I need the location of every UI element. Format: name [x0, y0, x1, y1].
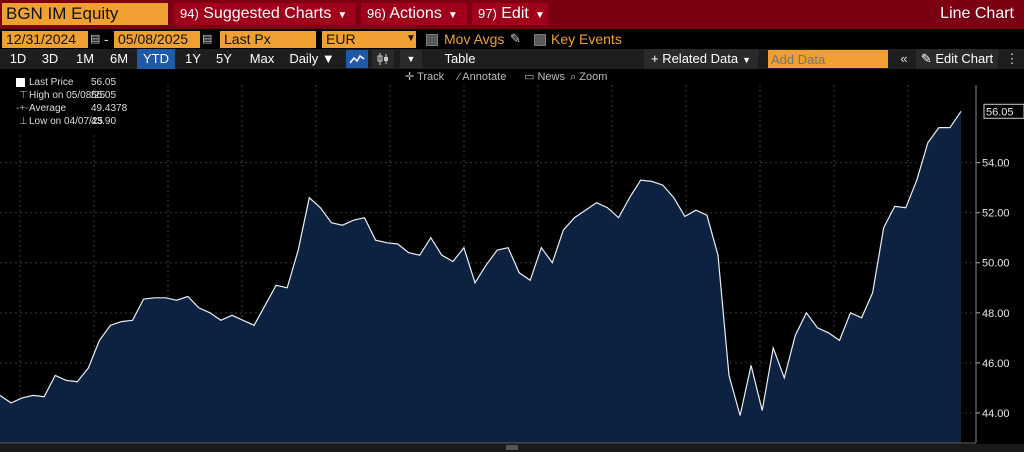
- legend-label: Average: [29, 103, 67, 114]
- magnifier-icon: ⌕: [570, 71, 577, 83]
- last-value-label: 56.05: [986, 106, 1014, 118]
- news-icon: ▭: [524, 71, 535, 83]
- price-field-select[interactable]: Last Px: [220, 31, 316, 48]
- low-marker-icon: ⊥: [19, 116, 28, 127]
- annotate-label: Annotate: [462, 71, 507, 83]
- start-date-field[interactable]: 12/31/2024: [2, 31, 88, 48]
- legend-row-low: ⊥ Low on 04/07/25 43.90: [3, 116, 135, 128]
- menu-label: Suggested Charts: [203, 5, 332, 22]
- zoom-label: Zoom: [579, 71, 608, 83]
- high-marker-icon: ⊤: [19, 90, 28, 101]
- last-value-badge: 56.05: [983, 103, 1024, 119]
- legend-value: 43.90: [91, 116, 117, 127]
- legend-value: 49.4378: [91, 103, 128, 114]
- track-label: Track: [417, 71, 445, 83]
- range-5y[interactable]: 5Y: [216, 51, 232, 66]
- menu-number: 94): [180, 6, 199, 21]
- range-max[interactable]: Max: [249, 51, 275, 66]
- actions-menu[interactable]: 96) Actions ▼: [361, 3, 467, 25]
- range-1m[interactable]: 1M: [75, 51, 95, 66]
- chart-legend: Last Price 56.05 ⊤ High on 05/08/25 56.0…: [3, 74, 135, 132]
- y-tick-label: 46.00: [982, 358, 1010, 370]
- suggested-charts-menu[interactable]: 94) Suggested Charts ▼: [174, 3, 356, 25]
- news-label: News: [537, 71, 565, 83]
- related-data-label: + Related Data: [650, 51, 739, 66]
- legend-label: Last Price: [29, 77, 74, 88]
- range-ytd[interactable]: YTD: [137, 49, 175, 69]
- swatch-icon: [16, 78, 25, 87]
- mov-avgs-checkbox[interactable]: [426, 34, 438, 46]
- add-data-input[interactable]: [768, 50, 888, 68]
- range-6m[interactable]: 6M: [109, 51, 129, 66]
- view-title: Line Chart: [940, 5, 1014, 22]
- date-separator: -: [104, 31, 109, 47]
- annotate-icon: ⁄: [458, 71, 460, 83]
- menu-number: 97): [478, 6, 497, 21]
- line-chart-icon[interactable]: [346, 50, 368, 68]
- legend-row-average: -+- Average 49.4378: [3, 103, 135, 115]
- last-value-box: [983, 103, 1024, 119]
- edit-chart-label: Edit Chart: [935, 51, 994, 66]
- legend-label: High on 05/08/25: [29, 90, 106, 101]
- candlestick-icon[interactable]: [372, 50, 394, 68]
- menu-number: 96): [367, 6, 386, 21]
- news-tool[interactable]: ▭ News: [524, 69, 565, 85]
- y-tick-label: 44.00: [982, 408, 1010, 420]
- edit-chart-button[interactable]: ✎ Edit Chart: [916, 49, 998, 69]
- zoom-tool[interactable]: ⌕ Zoom: [570, 69, 607, 85]
- menu-label: Actions: [389, 5, 442, 22]
- caret-down-icon: ▼: [337, 10, 348, 21]
- y-tick-label: 52.00: [982, 208, 1010, 220]
- pencil-icon[interactable]: ✎: [510, 31, 521, 46]
- collapse-icon[interactable]: «: [900, 51, 908, 66]
- edit-menu[interactable]: 97) Edit ▼: [472, 3, 548, 25]
- range-1d[interactable]: 1D: [9, 51, 27, 66]
- legend-label: Low on 04/07/25: [29, 116, 103, 127]
- frequency-select[interactable]: Daily ▼: [289, 51, 335, 66]
- key-events-checkbox[interactable]: [534, 34, 546, 46]
- ticker-field[interactable]: BGN IM Equity: [2, 3, 168, 25]
- related-data-button[interactable]: + Related Data ▼: [644, 49, 758, 69]
- y-tick-label: 50.00: [982, 258, 1010, 270]
- average-marker-icon: -+-: [16, 103, 29, 114]
- legend-value: 56.05: [91, 90, 117, 101]
- pencil-icon: ✎: [920, 51, 932, 66]
- y-tick-label: 48.00: [982, 308, 1010, 320]
- crosshair-icon: ✛: [405, 71, 415, 83]
- legend-value: 56.05: [91, 77, 117, 88]
- chevron-down-icon[interactable]: ▼: [400, 50, 422, 68]
- currency-select[interactable]: EUR: [322, 31, 416, 48]
- calendar-icon[interactable]: ▤: [90, 33, 101, 45]
- range-3d[interactable]: 3D: [41, 51, 59, 66]
- track-tool[interactable]: ✛ Track: [405, 69, 444, 85]
- price-line: [0, 110, 962, 416]
- chevron-down-icon[interactable]: ▼: [406, 33, 416, 44]
- end-date-field[interactable]: 05/08/2025: [114, 31, 200, 48]
- table-button[interactable]: Table: [444, 51, 476, 66]
- scrollbar-thumb[interactable]: [506, 445, 518, 450]
- caret-down-icon: ▼: [742, 55, 751, 65]
- legend-row-high: ⊤ High on 05/08/25 56.05: [3, 90, 135, 102]
- key-events-label: Key Events: [551, 31, 622, 47]
- y-tick-label: 54.00: [982, 158, 1010, 170]
- menu-label: Edit: [501, 5, 529, 22]
- caret-down-icon: ▼: [447, 10, 458, 21]
- calendar-icon[interactable]: ▤: [202, 33, 213, 45]
- price-chart[interactable]: 44.00 46.00 48.00 50.00 52.00 54.00 56.05: [0, 85, 1024, 452]
- legend-row-last-price: Last Price 56.05: [3, 77, 135, 89]
- mov-avgs-label: Mov Avgs: [444, 31, 505, 47]
- range-1y[interactable]: 1Y: [185, 51, 201, 66]
- caret-down-icon: ▼: [534, 10, 545, 21]
- more-options-icon[interactable]: ⋮: [1005, 51, 1019, 66]
- price-area: [0, 111, 961, 444]
- annotate-tool[interactable]: ⁄ Annotate: [458, 69, 506, 85]
